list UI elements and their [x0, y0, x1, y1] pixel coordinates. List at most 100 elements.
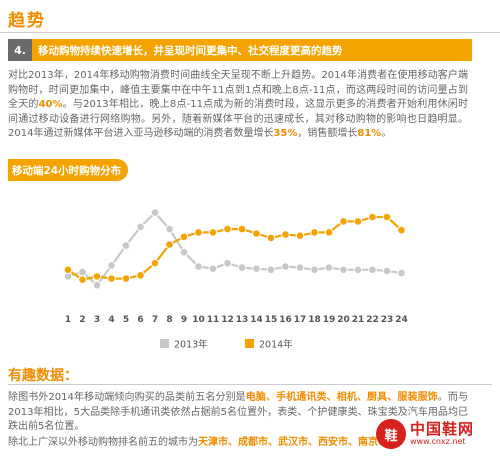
series-0-point — [223, 258, 232, 268]
x-tick-label: 8 — [166, 315, 172, 325]
legend-label: 2013年 — [174, 339, 208, 351]
highlight-text: 81% — [357, 128, 382, 139]
series-1-point — [179, 232, 189, 242]
paragraph-text: 对比2013年，2014年移动购物消费时间曲线全天呈现不断上升趋势。2014年消… — [8, 70, 468, 110]
x-tick-label: 6 — [137, 315, 143, 325]
watermark-name: 中国鞋网 — [410, 420, 475, 438]
series-0-point — [165, 224, 174, 234]
x-tick-label: 24 — [395, 315, 408, 325]
highlight-text: 电脑、手机通讯类、相机、厨具、服装服饰 — [245, 392, 438, 403]
x-tick-label: 3 — [94, 315, 100, 325]
x-tick-label: 15 — [265, 315, 278, 325]
series-0-point — [107, 261, 116, 270]
watermark-url: www.cnxz.net — [410, 437, 466, 446]
legend-swatch — [245, 339, 254, 348]
series-0-point — [281, 262, 290, 271]
watermark-logo: 鞋 中国鞋网 www.cnxz.net — [376, 418, 494, 452]
series-1-point — [237, 224, 247, 234]
hourly-shopping-line-chart: 1 2 3 4 5 6 7 8 9 10 11 12 13 14 15 16 17 18 19 20 21 22 23 242… — [63, 208, 408, 351]
series-0-point — [208, 264, 218, 273]
intro-paragraph: 对比2013年，2014年移动购物消费时间曲线全天呈现不断上升趋势。2014年消… — [8, 69, 468, 142]
x-tick-label: 13 — [236, 315, 249, 325]
legend-swatch — [160, 339, 169, 348]
x-tick-label: 1 — [65, 315, 71, 325]
x-tick-label: 11 — [207, 315, 220, 325]
series-0-point — [310, 265, 319, 275]
series-1-point — [397, 225, 406, 235]
series-1-point — [107, 274, 116, 283]
series-0-point — [353, 265, 363, 275]
series-0-point — [136, 222, 145, 232]
series-0-point — [194, 262, 203, 271]
x-tick-label: 2 — [79, 315, 85, 325]
subsection-divider — [8, 384, 492, 385]
highlight-text: 40% — [38, 99, 63, 110]
series-1-point — [324, 228, 334, 237]
x-tick-label: 21 — [352, 315, 365, 325]
series-1-point — [63, 265, 73, 275]
paragraph-text: 。 — [381, 128, 392, 139]
series-1-point — [165, 240, 174, 249]
interesting-data-title: 有趣数据： — [8, 368, 78, 384]
highlight-text: 35% — [273, 128, 298, 139]
series-0-point — [382, 266, 392, 276]
watermark-seal-icon: 鞋 — [376, 419, 406, 449]
series-1-point — [252, 229, 261, 238]
x-tick-label: 19 — [323, 315, 336, 325]
section-number: 4. — [8, 39, 32, 61]
series-0-point — [324, 263, 334, 272]
paragraph-text: 。而与2013年相比，5大品类除手机通讯类依然占据前5名位置外，表类、个护健康类… — [8, 392, 469, 432]
series-1-point — [150, 258, 160, 268]
legend-label: 2014年 — [259, 339, 293, 351]
series-0-point — [266, 265, 276, 275]
x-tick-label: 14 — [250, 315, 263, 325]
x-tick-label: 23 — [381, 315, 394, 325]
x-tick-label: 4 — [108, 315, 114, 325]
x-tick-label: 16 — [279, 315, 292, 325]
series-0-point — [150, 208, 160, 217]
series-0-point — [92, 280, 102, 290]
x-tick-label: 9 — [181, 315, 187, 325]
x-tick-label: 7 — [152, 315, 158, 325]
series-0-point — [121, 241, 131, 250]
series-1-point — [121, 274, 131, 283]
series-0-point — [237, 263, 247, 272]
paragraph-text: 。与2013年相比，晚上8点-11点成为新的消费时段，这显示更多的消费者开始利用… — [8, 99, 469, 139]
series-1-point — [266, 233, 276, 243]
series-1-point — [208, 228, 218, 237]
series-0-point — [252, 264, 261, 273]
categories-paragraph: 除图书外2014年移动端倾向购买的品类前五名分别是电脑、手机通讯类、相机、厨具、… — [8, 391, 468, 435]
series-1-point — [382, 212, 392, 222]
series-1-point — [339, 217, 348, 226]
series-0-point — [339, 265, 348, 275]
series-0-point — [368, 265, 377, 275]
series-1-point — [310, 228, 319, 237]
title-divider — [0, 32, 500, 33]
series-0-point — [179, 247, 189, 257]
series-0-point — [78, 267, 87, 277]
series-1-point — [295, 231, 305, 241]
series-1-point — [78, 275, 87, 284]
paragraph-text: ，销售额增长 — [297, 128, 358, 139]
series-1-point — [223, 224, 232, 234]
x-tick-label: 22 — [366, 315, 379, 325]
section-header: 4. 移动购物持续快速增长，并呈现时间更集中、社交程度更高的趋势 — [8, 39, 472, 61]
page-title: 趋势 — [8, 11, 46, 31]
x-tick-label: 18 — [308, 315, 321, 325]
x-tick-label: 20 — [337, 315, 350, 325]
x-tick-label: 5 — [123, 315, 129, 325]
series-1-point — [353, 217, 363, 226]
series-0-line — [67, 211, 402, 287]
x-tick-label: 10 — [192, 315, 205, 325]
series-1-point — [281, 230, 290, 239]
series-1-point — [92, 272, 102, 281]
chart-title-tag: 移动端24小时购物分布 — [8, 159, 128, 181]
series-1-point — [194, 228, 203, 237]
section-title: 移动购物持续快速增长，并呈现时间更集中、社交程度更高的趋势 — [32, 39, 472, 61]
paragraph-text: 除北上广深以外移动购物排名前五的城市为 — [8, 437, 198, 448]
series-1-point — [368, 212, 377, 222]
series-1-point — [136, 271, 145, 280]
series-0-point — [397, 268, 406, 278]
series-0-point — [295, 263, 305, 272]
paragraph-text: 除图书外2014年移动端倾向购买的品类前五名分别是 — [8, 392, 246, 403]
